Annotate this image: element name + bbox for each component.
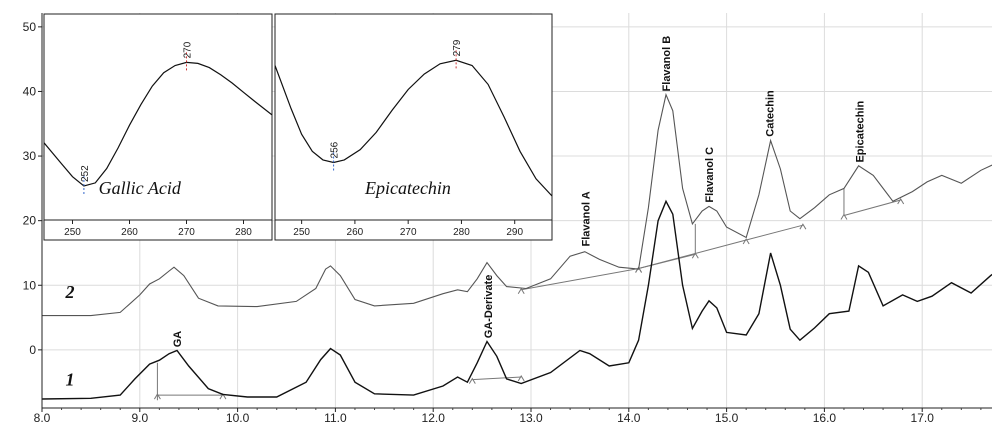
x-tick-label: 13.0 — [519, 411, 543, 423]
lambda-max-label: 270 — [183, 41, 194, 58]
inset-tick-label: 250 — [64, 227, 81, 238]
inset-tick-label: 260 — [121, 227, 138, 238]
inset-epicatechin: 250 260 270 280 290 256 279 — [274, 13, 553, 241]
peak-label-ga-derivate: GA-Derivate — [483, 275, 495, 339]
x-tick-label: 10.0 — [226, 411, 250, 423]
inset-tick-label: 280 — [235, 227, 252, 238]
inset-title-gallic-acid: Gallic Acid — [99, 178, 182, 198]
series-line-1 — [41, 199, 992, 400]
inset-tick-label: 270 — [400, 227, 417, 238]
inset-tick-label: 290 — [506, 227, 523, 238]
y-tick-label: 10 — [23, 278, 37, 292]
x-tick-label: 11.0 — [324, 411, 347, 423]
uv-spectrum-line — [44, 61, 272, 187]
inset-tick-label: 250 — [293, 227, 310, 238]
y-tick-label: 40 — [23, 84, 37, 98]
integration-marker — [742, 238, 750, 245]
uv-spectrum-line — [275, 59, 552, 197]
lambda-max-label: 279 — [452, 39, 463, 56]
x-tick-label: 14.0 — [617, 411, 641, 423]
inset-frame — [274, 13, 553, 241]
integration-baseline — [472, 376, 522, 381]
lambda-min-label: 252 — [80, 165, 91, 182]
peak-label-ga: GA — [172, 331, 184, 348]
peak-label-epicatechin: Epicatechin — [855, 100, 867, 162]
inset-tick-label: 270 — [178, 227, 195, 238]
y-tick-label: 20 — [23, 214, 37, 228]
integration-marker — [468, 377, 476, 384]
x-tick-label: 8.0 — [34, 411, 51, 423]
inset-gallic-acid: 250 260 270 280 252 270 — [43, 13, 273, 241]
integration-baseline — [638, 253, 696, 269]
integration-marker — [517, 287, 525, 295]
x-tick-label: 16.0 — [813, 411, 837, 423]
peak-label-catechin: Catechin — [765, 90, 777, 137]
peak-label-flavanol-a: Flavanol A — [581, 191, 593, 246]
trace-label-2: 2 — [64, 282, 74, 302]
y-tick-label: 50 — [23, 20, 37, 34]
series-line-2 — [42, 92, 992, 317]
inset-title-epicatechin: Epicatechin — [364, 178, 451, 198]
x-tick-label: 12.0 — [422, 411, 446, 423]
integration-baseline — [843, 199, 901, 216]
integration-marker — [799, 223, 807, 230]
peak-label-flavanol-c: Flavanol C — [704, 147, 716, 203]
x-tick-label: 15.0 — [715, 411, 739, 423]
x-tick-label: 17.0 — [911, 411, 935, 423]
x-tick-label: 9.0 — [131, 411, 148, 423]
y-tick-label: 0 — [29, 343, 36, 357]
trace-label-1: 1 — [65, 369, 74, 389]
integration-marker — [517, 375, 525, 382]
inset-tick-label: 260 — [347, 227, 364, 238]
lambda-min-label: 256 — [330, 141, 341, 158]
y-tick-label: 30 — [23, 149, 37, 163]
peak-label-flavanol-b: Flavanol B — [661, 36, 673, 92]
integration-marker — [897, 198, 905, 205]
integration-baseline — [521, 224, 804, 291]
inset-tick-label: 280 — [453, 227, 470, 238]
inset-frame — [43, 13, 273, 241]
